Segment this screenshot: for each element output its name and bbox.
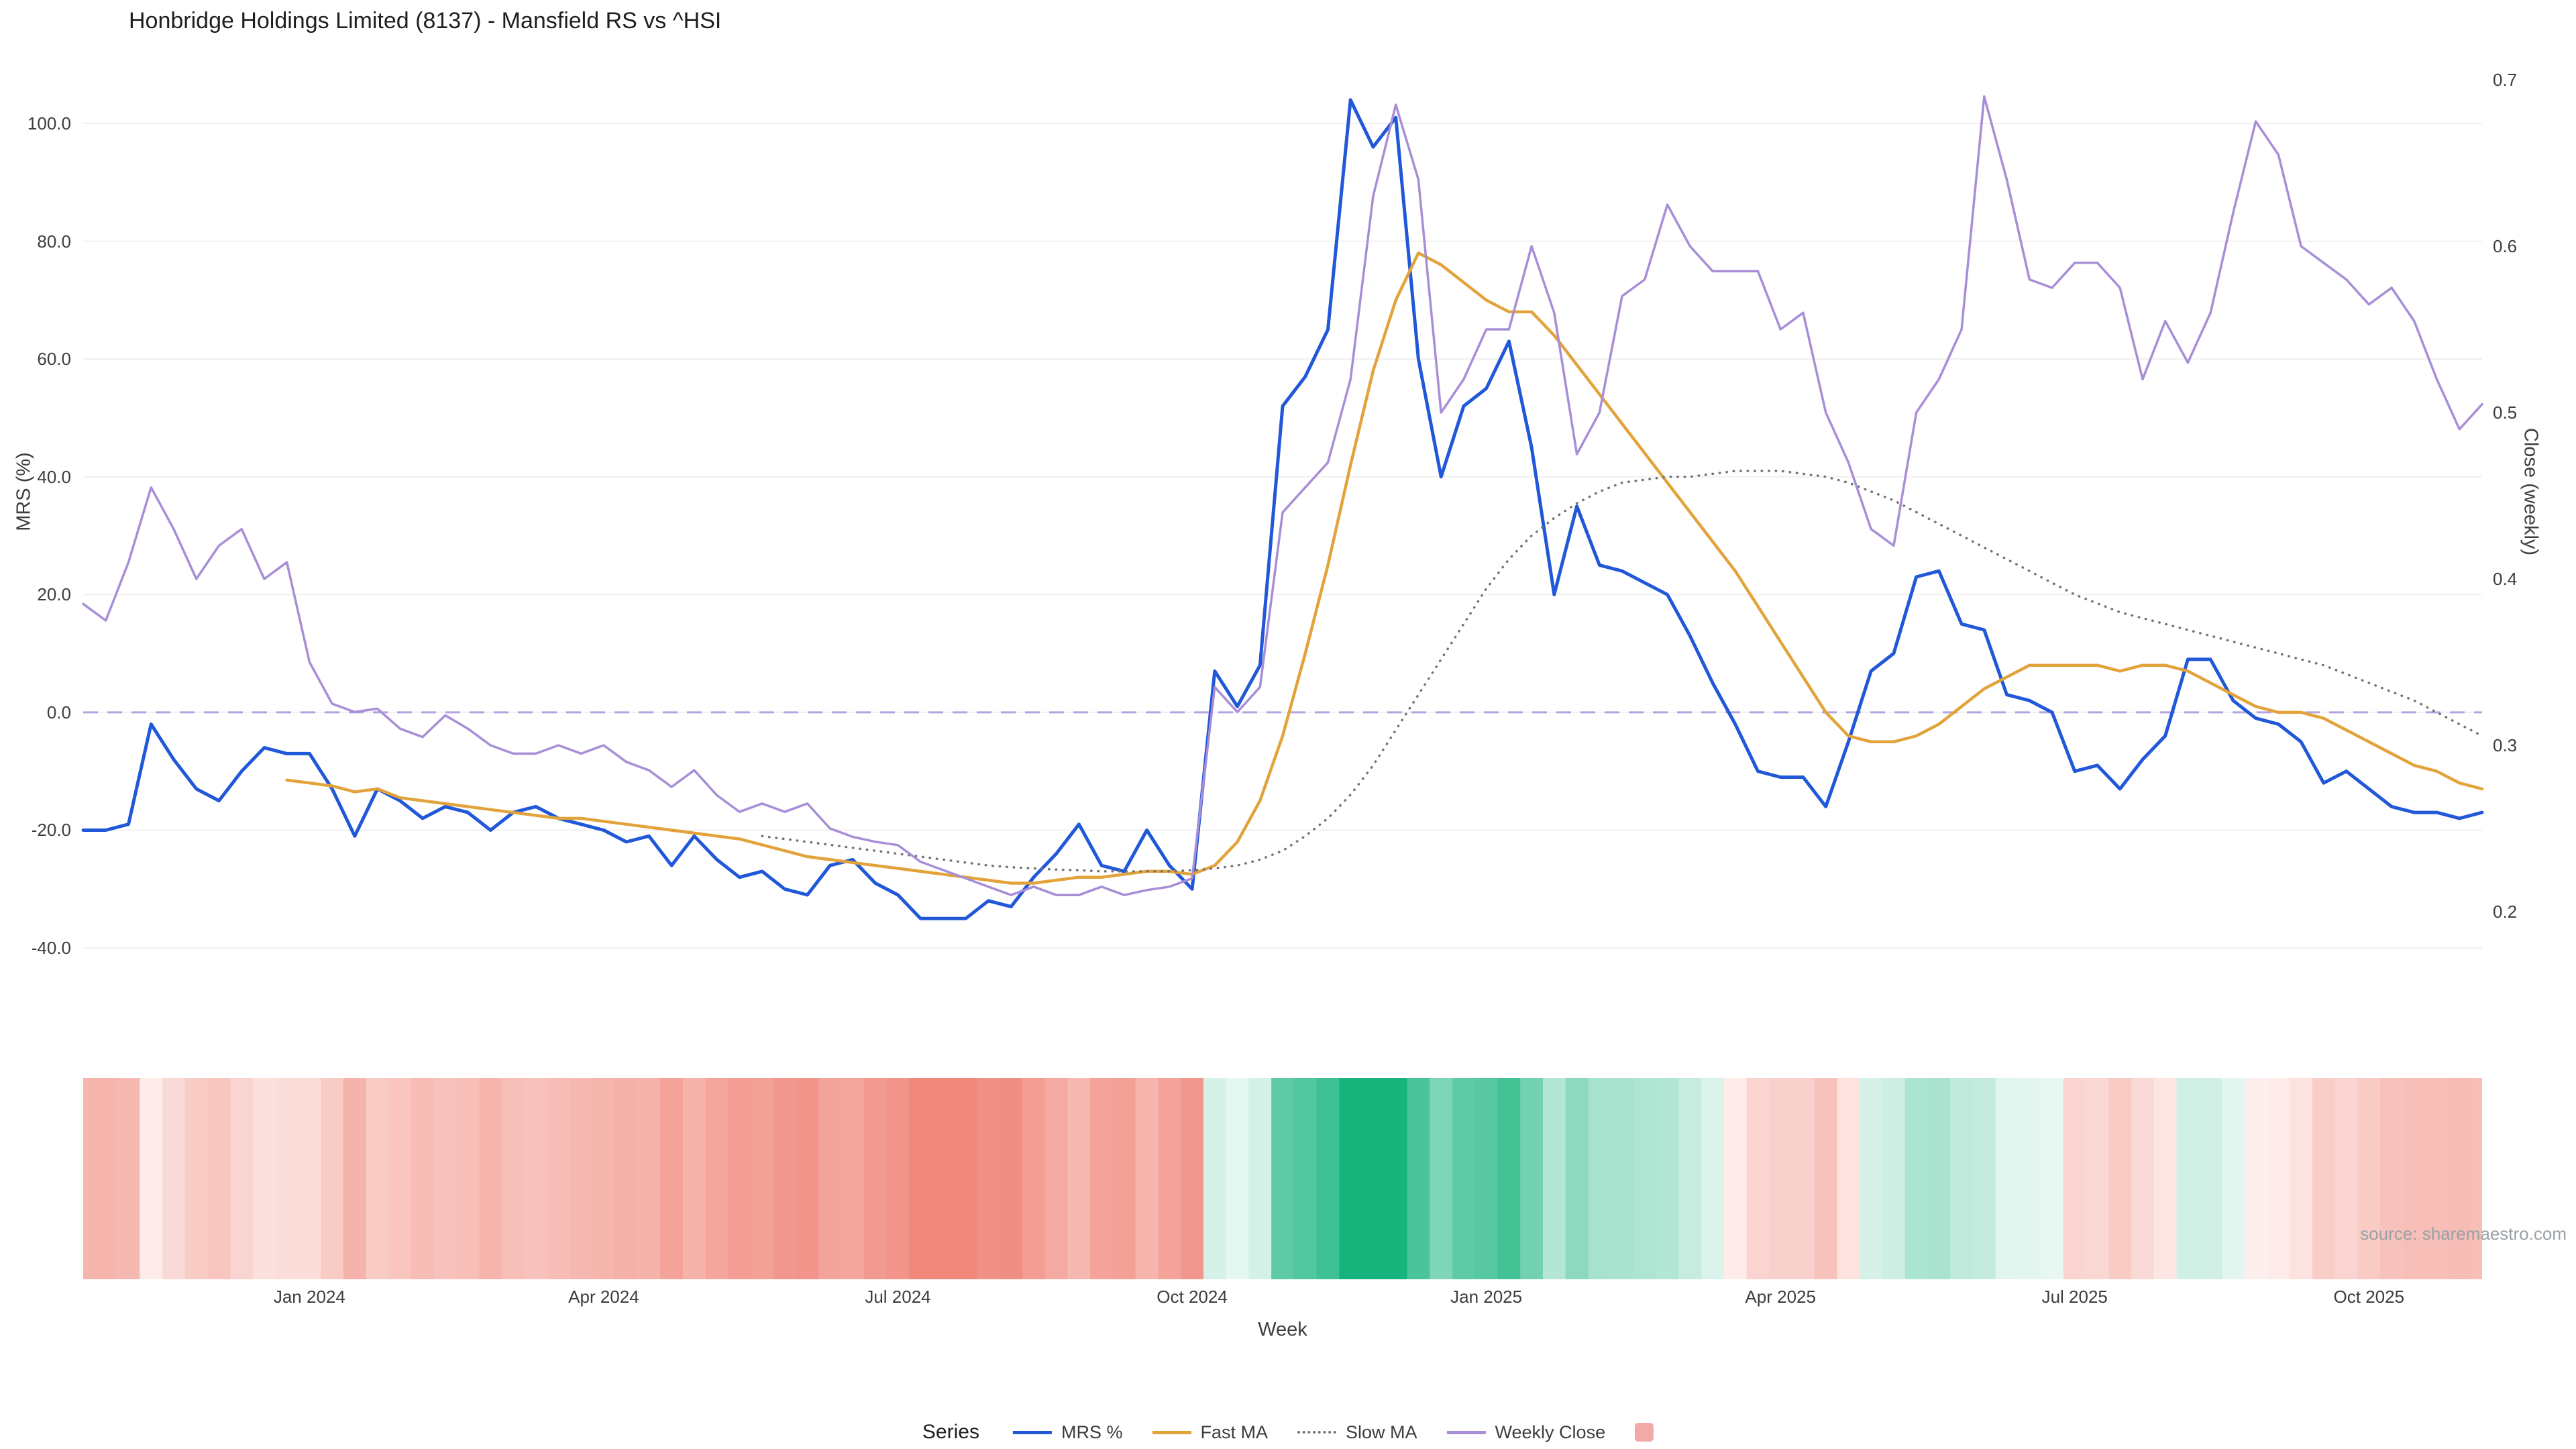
legend-item-label: MRS % <box>1061 1421 1123 1442</box>
weekly-close-line-sample <box>1446 1430 1486 1434</box>
left-tick-label: 60.0 <box>37 349 71 370</box>
mrs-line-sample <box>1012 1430 1052 1434</box>
left-tick-label: 80.0 <box>37 231 71 252</box>
x-tick-label: Apr 2024 <box>568 1287 639 1307</box>
x-tick-label: Oct 2024 <box>1157 1287 1228 1307</box>
source-credit: source: sharemaestro.com <box>2360 1224 2567 1244</box>
x-tick-label: Jan 2024 <box>273 1287 345 1307</box>
legend-item-label: Weekly Close <box>1495 1421 1606 1442</box>
right-tick-label: 0.7 <box>2493 70 2518 90</box>
fast-ma-line-sample <box>1152 1430 1191 1434</box>
left-tick-label: 100.0 <box>27 113 71 133</box>
left-tick-label: -40.0 <box>31 938 71 959</box>
legend-item-heatmap[interactable] <box>1635 1423 1654 1442</box>
right-tick-label: 0.6 <box>2493 236 2518 256</box>
legend-item-label: Slow MA <box>1345 1421 1417 1442</box>
x-tick-label: Jul 2025 <box>2041 1287 2108 1307</box>
legend-item-fast-ma[interactable]: Fast MA <box>1152 1422 1268 1443</box>
chart-title: Honbridge Holdings Limited (8137) - Mans… <box>129 8 722 34</box>
x-tick-label: Jul 2024 <box>865 1287 931 1307</box>
left-tick-label: 0.0 <box>46 702 71 722</box>
legend-series-label: Series <box>922 1421 979 1443</box>
x-tick-label: Oct 2025 <box>2333 1287 2405 1307</box>
chart-legend: Series MRS % Fast MA Slow MA Weekly Clos… <box>922 1421 1654 1444</box>
legend-item-label: Fast MA <box>1200 1421 1268 1442</box>
right-tick-label: 0.5 <box>2493 402 2518 423</box>
slow-ma-line-sample <box>1297 1431 1336 1434</box>
legend-item-mrs[interactable]: MRS % <box>1012 1421 1123 1443</box>
left-tick-label: 20.0 <box>37 584 71 605</box>
x-tick-label: Jan 2025 <box>1450 1287 1523 1307</box>
right-tick-label: 0.4 <box>2493 569 2518 589</box>
right-tick-label: 0.2 <box>2493 902 2518 922</box>
x-axis-label: Week <box>1258 1319 1307 1340</box>
legend-item-weekly-close[interactable]: Weekly Close <box>1446 1421 1606 1443</box>
legend-item-slow-ma[interactable]: Slow MA <box>1297 1422 1417 1443</box>
left-tick-label: -20.0 <box>31 820 71 841</box>
x-tick-label: Apr 2025 <box>1745 1287 1816 1307</box>
right-tick-label: 0.3 <box>2493 735 2518 755</box>
heatmap-swatch-icon <box>1635 1423 1654 1442</box>
left-tick-label: 40.0 <box>37 466 71 487</box>
